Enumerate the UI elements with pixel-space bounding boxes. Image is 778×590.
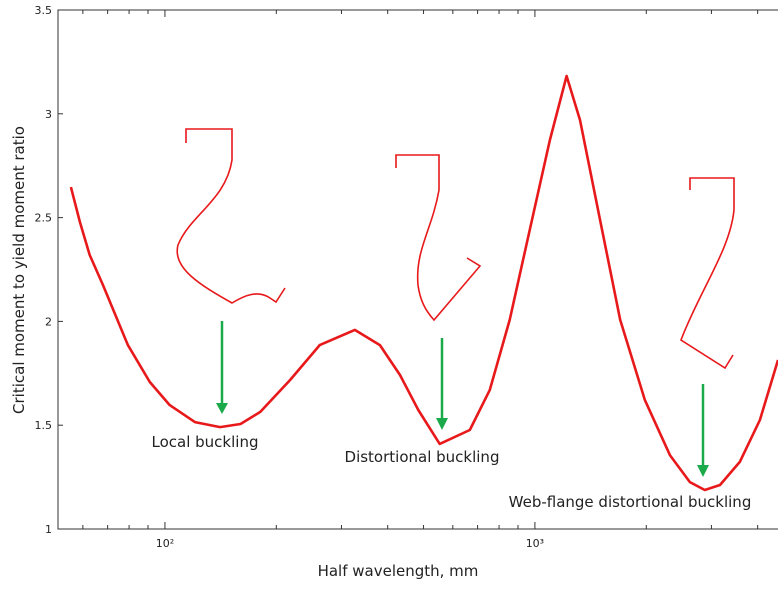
distortional-shape bbox=[396, 155, 480, 320]
annotation: Web-flange distortional buckling bbox=[509, 493, 752, 511]
chart: Half wavelength, mm Critical moment to y… bbox=[0, 0, 778, 586]
curve bbox=[71, 76, 778, 490]
y-tick-label: 3.5 bbox=[35, 4, 53, 17]
annotation: Distortional buckling bbox=[345, 448, 500, 466]
annotation: Local buckling bbox=[152, 433, 259, 451]
y-tick-label: 2 bbox=[45, 315, 52, 328]
plot-area bbox=[71, 76, 778, 490]
cross-sections bbox=[177, 129, 734, 368]
webflange-shape bbox=[681, 178, 734, 368]
y-tick-label: 2.5 bbox=[35, 212, 53, 225]
page: {"chart_data": {"type": "line", "x_label… bbox=[0, 0, 778, 586]
y-axis-label: Critical moment to yield moment ratio bbox=[10, 126, 28, 414]
x-tick-label: 10² bbox=[156, 537, 174, 550]
local-shape bbox=[177, 129, 285, 303]
arrow-head bbox=[436, 418, 448, 430]
x-axis-label: Half wavelength, mm bbox=[318, 562, 479, 580]
y-tick-label: 1.5 bbox=[35, 419, 53, 432]
y-tick-label: 3 bbox=[45, 108, 52, 121]
x-tick-label: 10³ bbox=[526, 537, 544, 550]
arrow-head bbox=[697, 465, 709, 477]
arrow-head bbox=[216, 403, 228, 414]
y-tick-label: 1 bbox=[45, 523, 52, 536]
